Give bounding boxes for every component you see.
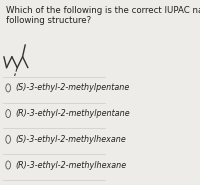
Text: Which of the following is the correct IUPAC name of the: Which of the following is the correct IU… [6, 6, 200, 15]
Text: (R)-3-ethyl-2-methylhexane: (R)-3-ethyl-2-methylhexane [16, 161, 127, 169]
Text: (R)-3-ethyl-2-methylpentane: (R)-3-ethyl-2-methylpentane [16, 109, 130, 118]
Text: following structure?: following structure? [6, 16, 91, 25]
Text: (S)-3-ethyl-2-methylpentane: (S)-3-ethyl-2-methylpentane [16, 83, 130, 92]
Text: (S)-3-ethyl-2-methylhexane: (S)-3-ethyl-2-methylhexane [16, 135, 126, 144]
